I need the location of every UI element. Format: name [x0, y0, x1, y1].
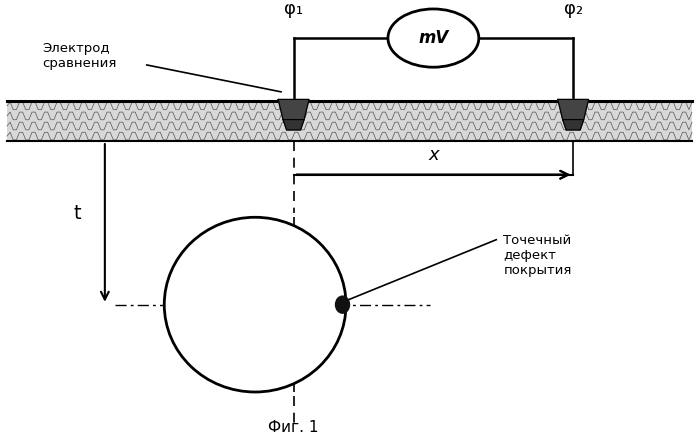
Text: φ₂: φ₂ [563, 0, 583, 18]
Polygon shape [558, 99, 589, 120]
Bar [7, 101, 692, 141]
Text: t: t [73, 204, 80, 224]
Text: φ₁: φ₁ [284, 0, 303, 18]
Ellipse shape [164, 217, 346, 392]
Polygon shape [563, 120, 584, 130]
Text: Электрод
сравнения: Электрод сравнения [42, 42, 116, 70]
Text: Фиг. 1: Фиг. 1 [268, 420, 319, 435]
Polygon shape [283, 120, 304, 130]
Text: x: x [428, 146, 439, 164]
Circle shape [388, 9, 479, 67]
Text: Точечный
дефект
покрытия: Точечный дефект покрытия [503, 234, 572, 277]
Ellipse shape [336, 296, 350, 313]
Polygon shape [278, 99, 309, 120]
Text: mV: mV [418, 29, 449, 47]
